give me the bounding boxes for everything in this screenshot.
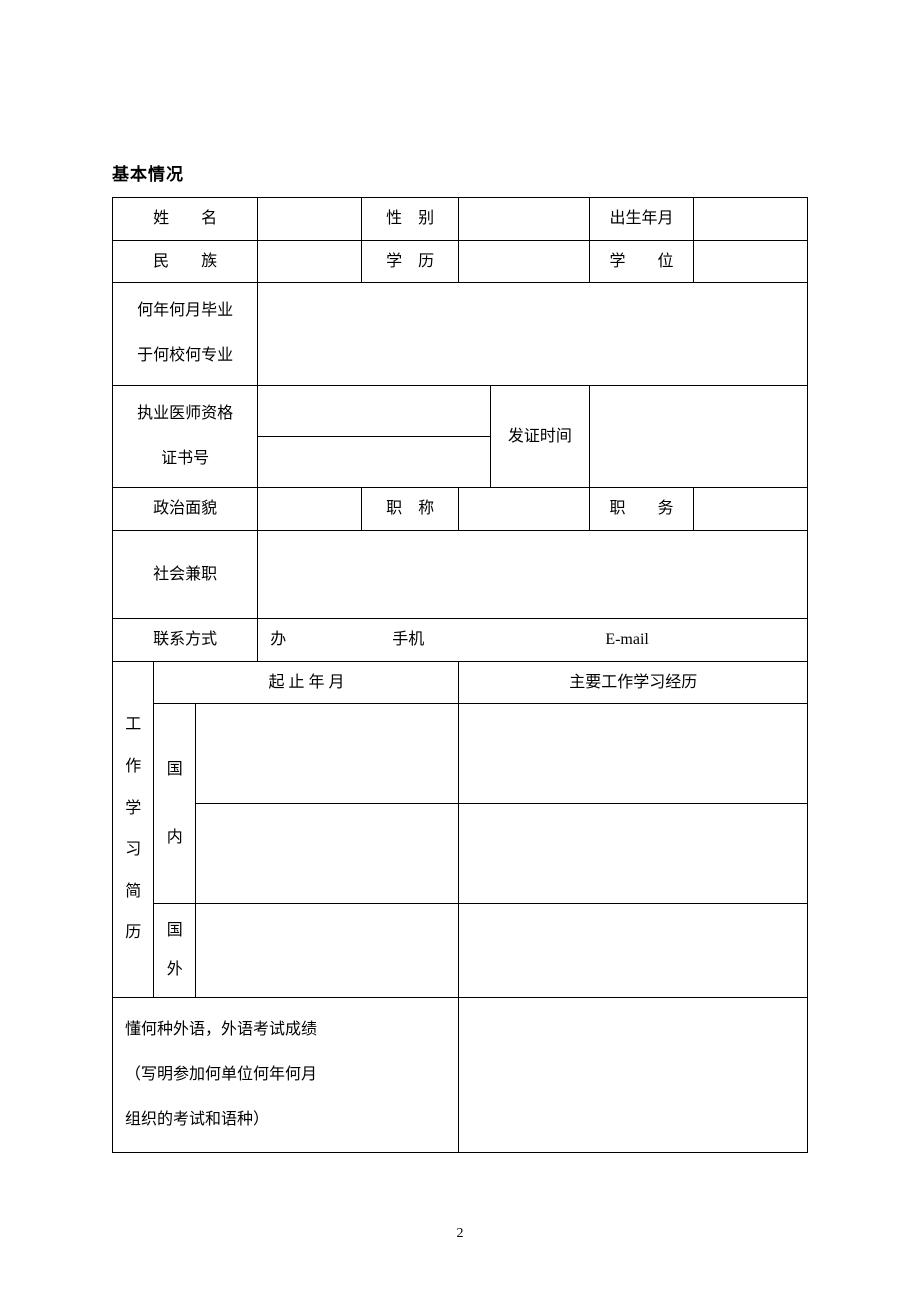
- domestic-experience-2: [459, 804, 808, 904]
- education-label: 学 历: [361, 240, 459, 283]
- contact-office: 办: [270, 619, 388, 661]
- domestic-experience-1: [459, 704, 808, 804]
- graduation-label-line2: 于何校何专业: [137, 347, 233, 364]
- position-value: [693, 488, 807, 531]
- contact-label: 联系方式: [113, 618, 258, 661]
- issue-date-label: 发证时间: [490, 385, 590, 488]
- domestic-period-2: [195, 804, 458, 904]
- abroad-experience: [459, 904, 808, 998]
- political-value: [258, 488, 362, 531]
- ethnicity-label: 民 族: [113, 240, 258, 283]
- license-label: 执业医师资格 证书号: [113, 385, 258, 488]
- page-number: 2: [0, 1226, 920, 1242]
- gender-value: [459, 198, 590, 241]
- title-label: 职 称: [361, 488, 459, 531]
- ethnicity-value: [258, 240, 362, 283]
- birth-value: [693, 198, 807, 241]
- abroad-period: [195, 904, 458, 998]
- license-label-line1: 执业医师资格: [137, 405, 233, 422]
- foreign-lang-value: [459, 997, 808, 1152]
- contact-mobile: 手机: [392, 619, 542, 661]
- abroad-label: 国 外: [154, 904, 195, 998]
- political-label: 政治面貌: [113, 488, 258, 531]
- social-label: 社会兼职: [113, 530, 258, 618]
- license-value-bottom: [258, 437, 490, 488]
- birth-label: 出生年月: [590, 198, 694, 241]
- license-label-line2: 证书号: [161, 450, 209, 467]
- name-value: [258, 198, 362, 241]
- education-value: [459, 240, 590, 283]
- name-label: 姓 名: [113, 198, 258, 241]
- graduation-label-line1: 何年何月毕业: [137, 302, 233, 319]
- domestic-label: 国 内: [154, 704, 195, 904]
- issue-date-value: [590, 385, 808, 488]
- domestic-period-1: [195, 704, 458, 804]
- license-value-top: [258, 385, 490, 436]
- period-header: 起 止 年 月: [154, 661, 459, 704]
- gender-label: 性 别: [361, 198, 459, 241]
- work-history-vertical-label: 工 作 学 习 简 历: [113, 661, 154, 997]
- graduation-label: 何年何月毕业 于何校何专业: [113, 283, 258, 386]
- experience-header: 主要工作学习经历: [459, 661, 808, 704]
- degree-label: 学 位: [590, 240, 694, 283]
- contact-email: E-mail: [547, 619, 708, 661]
- basic-info-table: 姓 名 性 别 出生年月 民 族 学 历 学 位 何年何月毕业 于何校何专业: [112, 197, 808, 1153]
- contact-value: 办 手机 E-mail: [258, 618, 808, 661]
- title-value: [459, 488, 590, 531]
- degree-value: [693, 240, 807, 283]
- graduation-value: [258, 283, 808, 386]
- position-label: 职 务: [590, 488, 694, 531]
- foreign-lang-label: 懂何种外语，外语考试成绩 （写明参加何单位何年何月 组织的考试和语种）: [113, 997, 459, 1152]
- section-title: 基本情况: [112, 160, 808, 185]
- social-value: [258, 530, 808, 618]
